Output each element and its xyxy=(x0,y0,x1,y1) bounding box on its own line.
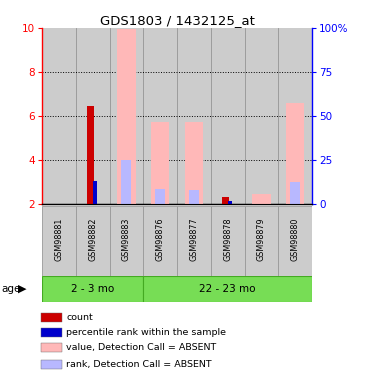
Bar xyxy=(41,328,62,337)
Bar xyxy=(42,206,76,276)
Bar xyxy=(177,206,211,276)
Bar xyxy=(211,28,245,204)
Bar xyxy=(76,28,110,204)
Bar xyxy=(286,103,304,204)
Bar xyxy=(93,181,97,204)
Text: count: count xyxy=(66,313,93,322)
Bar xyxy=(42,28,76,204)
Text: GSM98883: GSM98883 xyxy=(122,218,131,261)
Bar xyxy=(177,28,211,204)
Text: GSM98882: GSM98882 xyxy=(88,218,97,261)
Text: GSM98879: GSM98879 xyxy=(257,218,266,261)
Text: 22 - 23 mo: 22 - 23 mo xyxy=(199,284,256,294)
Text: GSM98878: GSM98878 xyxy=(223,218,232,261)
Bar xyxy=(278,28,312,204)
Bar xyxy=(143,206,177,276)
Bar xyxy=(185,122,203,204)
Text: value, Detection Call = ABSENT: value, Detection Call = ABSENT xyxy=(66,343,216,352)
Bar xyxy=(41,360,62,369)
Text: GSM98876: GSM98876 xyxy=(155,218,165,261)
Text: age: age xyxy=(2,284,21,294)
Text: GSM98877: GSM98877 xyxy=(189,218,199,261)
Bar xyxy=(211,206,245,276)
Text: 2 - 3 mo: 2 - 3 mo xyxy=(71,284,114,294)
Bar xyxy=(252,195,271,204)
Text: GSM98881: GSM98881 xyxy=(54,218,64,261)
Bar xyxy=(121,160,131,204)
Bar xyxy=(76,206,110,276)
Title: GDS1803 / 1432125_at: GDS1803 / 1432125_at xyxy=(100,14,254,27)
Bar xyxy=(143,276,312,302)
Bar xyxy=(189,190,199,204)
Bar xyxy=(117,29,136,204)
Text: GSM98880: GSM98880 xyxy=(291,218,300,261)
Bar xyxy=(151,122,169,204)
Text: percentile rank within the sample: percentile rank within the sample xyxy=(66,328,226,337)
Text: rank, Detection Call = ABSENT: rank, Detection Call = ABSENT xyxy=(66,360,212,369)
Bar xyxy=(41,343,62,352)
Bar xyxy=(42,276,143,302)
Bar xyxy=(290,182,300,204)
Bar xyxy=(245,206,278,276)
Bar xyxy=(143,28,177,204)
Bar xyxy=(110,28,143,204)
Bar xyxy=(87,106,94,204)
Bar xyxy=(228,201,233,204)
Bar xyxy=(41,313,62,322)
Bar xyxy=(155,189,165,204)
Text: ▶: ▶ xyxy=(18,284,27,294)
Bar xyxy=(222,196,229,204)
Bar xyxy=(110,206,143,276)
Bar xyxy=(245,28,278,204)
Bar xyxy=(278,206,312,276)
